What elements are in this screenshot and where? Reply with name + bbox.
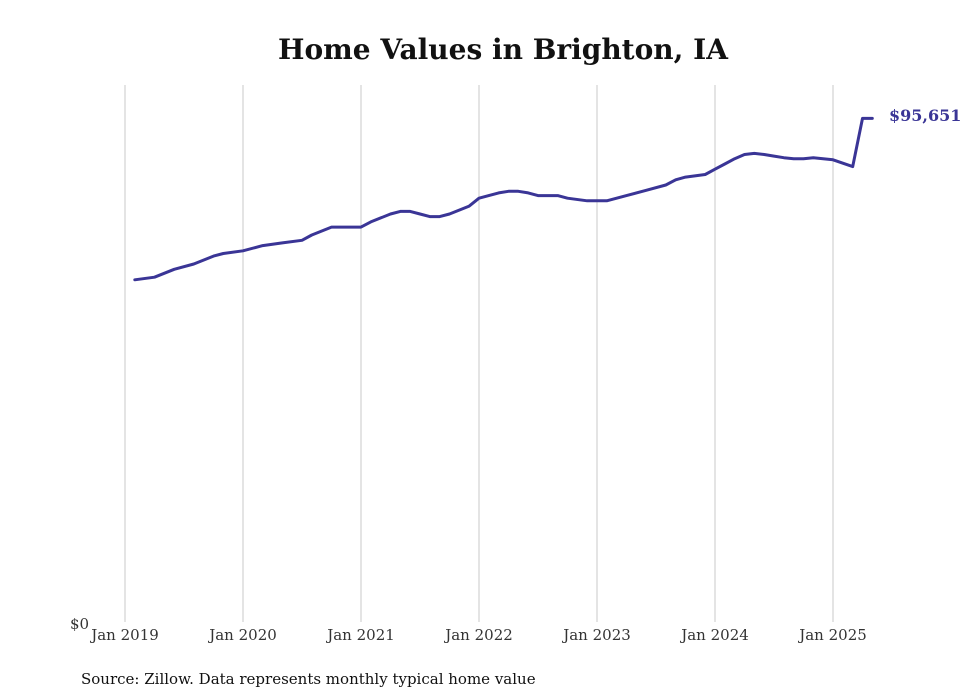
series-line (133, 116, 874, 282)
chart-title: Home Values in Brighton, IA (278, 33, 729, 66)
x-axis-tick-label: Jan 2019 (89, 626, 159, 644)
x-axis-tick-label: Jan 2023 (561, 626, 631, 644)
x-axis-tick-label: Jan 2021 (325, 626, 395, 644)
x-axis-tick-label: Jan 2020 (207, 626, 277, 644)
gridlines (124, 85, 834, 622)
source-note: Source: Zillow. Data represents monthly … (81, 670, 536, 688)
y-axis-tick-label: $0 (70, 615, 89, 633)
x-axis-tick-label: Jan 2022 (443, 626, 513, 644)
x-axis-tick-label: Jan 2024 (679, 626, 749, 644)
x-axis-tick-labels: Jan 2019 Jan 2020 Jan 2021 Jan 2022 Jan 2023… (89, 626, 867, 644)
end-value-label: $95,651 (889, 106, 961, 125)
x-axis-tick-label: Jan 2025 (797, 626, 867, 644)
